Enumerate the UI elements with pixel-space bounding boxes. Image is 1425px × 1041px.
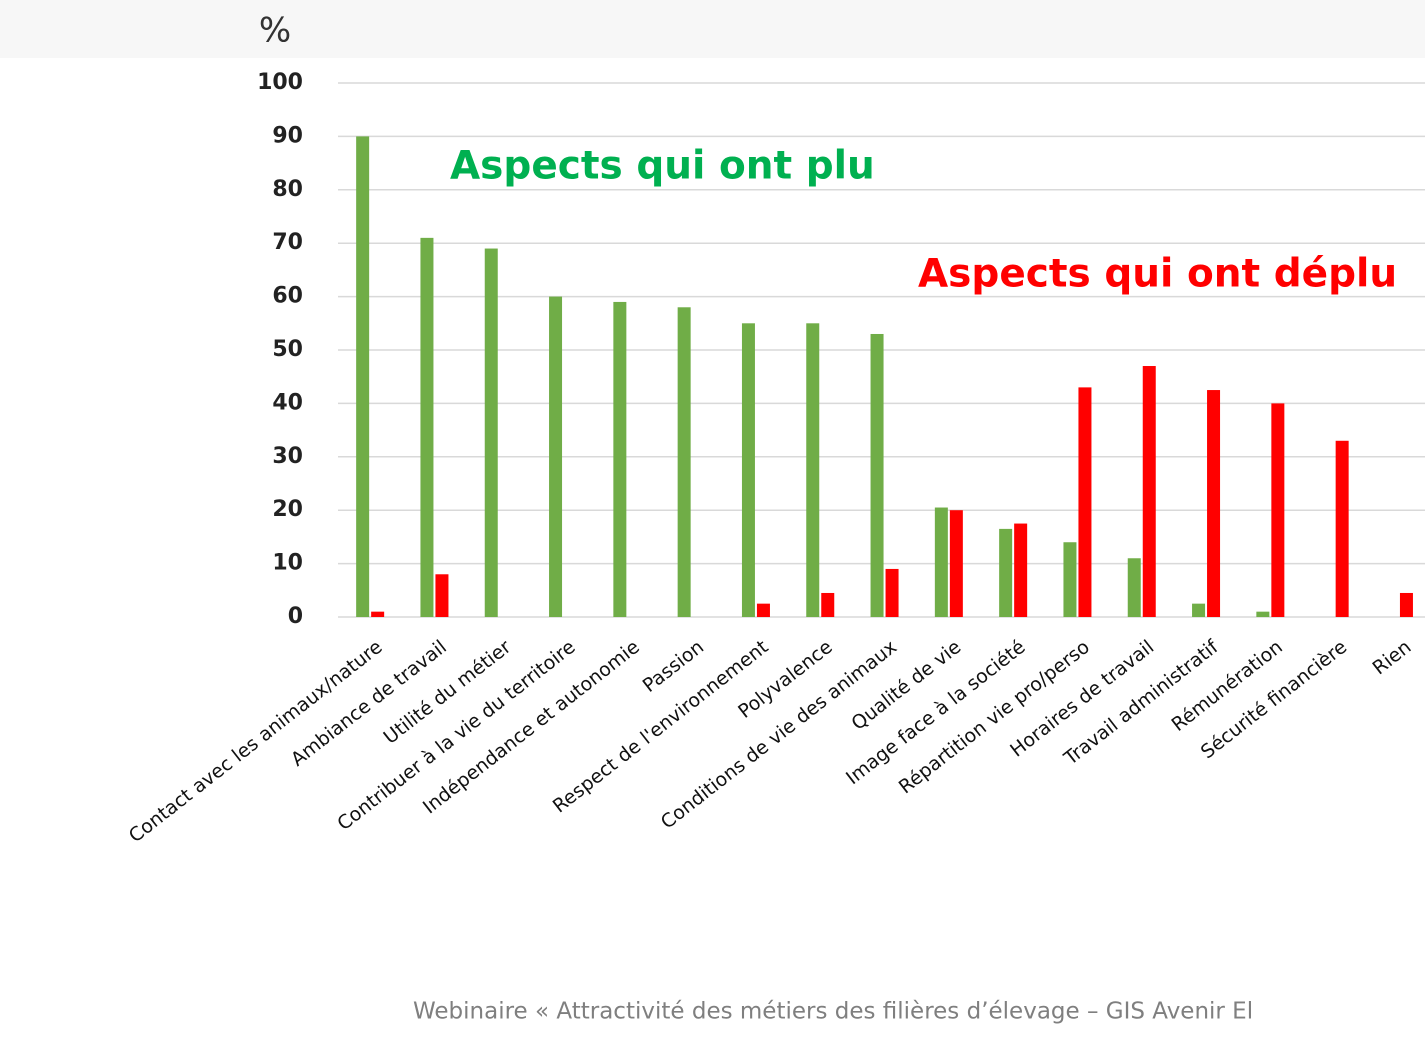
bar xyxy=(1078,387,1092,617)
bar xyxy=(484,248,498,618)
bar xyxy=(1192,603,1206,617)
y-tick-label: 100 xyxy=(257,70,303,95)
x-tick-label: Conditions de vie des animaux xyxy=(657,636,901,834)
y-tick-label: 60 xyxy=(272,284,303,309)
bar xyxy=(1335,440,1349,617)
y-axis-label: % xyxy=(259,11,291,51)
bar xyxy=(420,237,434,618)
bar xyxy=(435,574,449,617)
y-tick-label: 10 xyxy=(272,551,303,576)
bar xyxy=(1271,403,1285,617)
bar xyxy=(806,323,820,617)
y-tick-label: 80 xyxy=(272,177,303,202)
bar xyxy=(1256,611,1270,617)
y-tick-label: 0 xyxy=(288,604,303,629)
bar xyxy=(1142,366,1156,617)
y-tick-label: 50 xyxy=(272,337,303,362)
bar xyxy=(999,528,1013,617)
bar xyxy=(870,333,884,617)
bar xyxy=(934,507,948,617)
bar xyxy=(549,296,563,617)
footer: Webinaire « Attractivité des métiers des… xyxy=(413,999,1253,1025)
series-annotation: Aspects qui ont plu xyxy=(450,144,875,189)
top-strip xyxy=(0,0,1425,58)
x-tick-label: Rémunération xyxy=(1168,636,1287,736)
y-tick-label: 40 xyxy=(272,390,303,415)
y-tick-label: 20 xyxy=(272,497,303,522)
bar xyxy=(1399,592,1413,617)
bar xyxy=(1014,523,1028,617)
bar xyxy=(1063,542,1077,617)
bar xyxy=(885,568,899,617)
bar xyxy=(1207,390,1221,617)
x-tick-label: Qualité de vie xyxy=(847,636,965,735)
series-annotation: Aspects qui ont déplu xyxy=(918,252,1397,297)
bar xyxy=(821,592,835,617)
bar xyxy=(613,301,627,617)
bar xyxy=(356,136,370,617)
y-tick-label: 70 xyxy=(272,230,303,255)
y-tick-label: 30 xyxy=(272,444,303,469)
x-tick-label: Rien xyxy=(1369,636,1416,679)
bar xyxy=(677,307,691,617)
bar xyxy=(741,323,755,617)
bar xyxy=(371,611,385,617)
bar xyxy=(756,603,770,617)
bar xyxy=(949,510,963,617)
y-tick-label: 90 xyxy=(272,123,303,148)
bar xyxy=(1127,558,1141,617)
